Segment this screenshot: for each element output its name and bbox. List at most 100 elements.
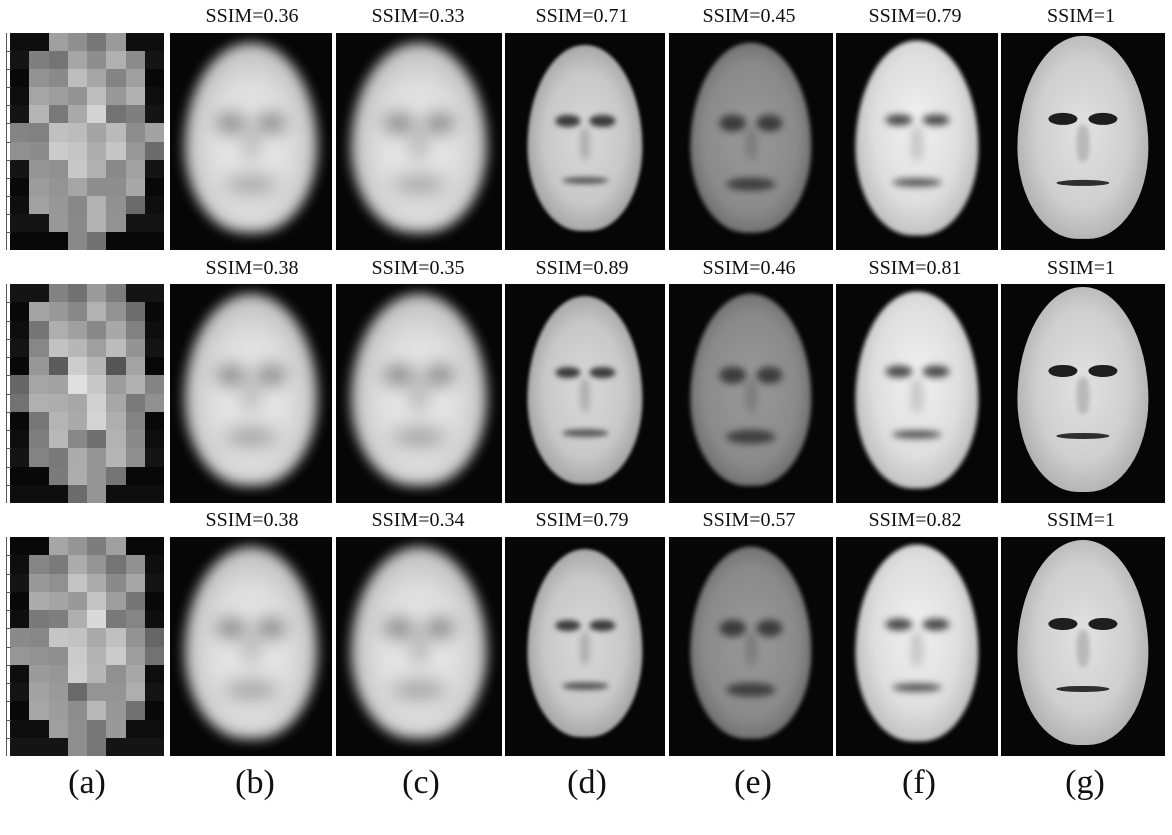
- pixel-cell: [67, 338, 87, 357]
- pixel-cell: [106, 213, 126, 232]
- pixel-cell: [106, 338, 126, 357]
- pixel-cell: [87, 213, 107, 232]
- axis-tick: [7, 430, 11, 431]
- pixel-cell: [106, 610, 126, 629]
- pixel-cell: [67, 123, 87, 142]
- pixel-cell: [125, 393, 145, 412]
- low-resolution-face-image: [10, 537, 164, 756]
- pixel-cell: [106, 430, 126, 449]
- axis-tick: [7, 467, 11, 468]
- pixel-cell: [87, 159, 107, 178]
- pixel-cell: [87, 393, 107, 412]
- axis-tick: [7, 123, 11, 124]
- pixel-cell: [48, 555, 68, 574]
- pixel-cell: [106, 141, 126, 160]
- image-axis: [6, 284, 13, 503]
- pixel-cell: [67, 159, 87, 178]
- column-label: (f): [902, 764, 936, 801]
- pixel-cell: [87, 141, 107, 160]
- axis-tick: [7, 321, 11, 322]
- axis-tick: [7, 357, 11, 358]
- pixel-cell: [87, 701, 107, 720]
- pixel-cell: [125, 719, 145, 738]
- pixel-cell: [10, 683, 30, 702]
- pixel-cell: [144, 411, 164, 430]
- pixel-cell: [10, 141, 30, 160]
- pixel-cell: [67, 195, 87, 214]
- axis-tick: [7, 574, 11, 575]
- pixel-cell: [144, 484, 164, 503]
- pixel-cell: [48, 320, 68, 339]
- pixel-cell: [10, 320, 30, 339]
- pixel-cell: [125, 284, 145, 303]
- axis-tick: [7, 51, 11, 52]
- reconstructed-face-image: [669, 33, 833, 250]
- pixel-cell: [106, 177, 126, 196]
- pixel-cell: [67, 683, 87, 702]
- pixel-cell: [48, 646, 68, 665]
- ssim-label: SSIM=0.82: [868, 509, 962, 531]
- pixel-cell: [48, 610, 68, 629]
- ssim-label: SSIM=1: [1047, 509, 1115, 531]
- pixel-cell: [67, 701, 87, 720]
- pixel-cell: [67, 737, 87, 756]
- pixel-cell: [125, 338, 145, 357]
- ssim-label: SSIM=1: [1047, 257, 1115, 279]
- pixel-cell: [29, 701, 49, 720]
- pixel-cell: [10, 159, 30, 178]
- pixel-cell: [67, 393, 87, 412]
- pixel-cell: [144, 338, 164, 357]
- pixel-cell: [67, 466, 87, 485]
- pixel-cell: [125, 466, 145, 485]
- pixel-cell: [87, 177, 107, 196]
- pixel-cell: [125, 537, 145, 556]
- pixel-cell: [106, 105, 126, 124]
- ssim-label: SSIM=0.36: [205, 5, 299, 27]
- pixel-cell: [144, 430, 164, 449]
- pixel-cell: [125, 610, 145, 629]
- pixel-cell: [106, 737, 126, 756]
- pixel-cell: [87, 105, 107, 124]
- pixel-cell: [106, 683, 126, 702]
- axis-tick: [7, 610, 11, 611]
- pixel-cell: [67, 33, 87, 52]
- pixel-cell: [144, 195, 164, 214]
- pixel-cell: [48, 177, 68, 196]
- pixel-cell: [106, 701, 126, 720]
- pixel-cell: [144, 375, 164, 394]
- pixel-cell: [10, 737, 30, 756]
- pixel-cell: [48, 719, 68, 738]
- ssim-label: SSIM=0.79: [868, 5, 962, 27]
- column-label: (c): [402, 764, 440, 801]
- pixel-cell: [10, 646, 30, 665]
- pixel-cell: [144, 320, 164, 339]
- pixel-cell: [67, 302, 87, 321]
- pixel-cell: [106, 664, 126, 683]
- pixel-cell: [48, 302, 68, 321]
- pixel-cell: [29, 123, 49, 142]
- low-resolution-face-image: [10, 284, 164, 503]
- pixel-cell: [125, 213, 145, 232]
- pixel-cell: [125, 33, 145, 52]
- axis-tick: [7, 375, 11, 376]
- ssim-label: SSIM=0.57: [702, 509, 796, 531]
- pixel-cell: [48, 628, 68, 647]
- ssim-label: SSIM=0.38: [205, 509, 299, 531]
- pixel-cell: [29, 484, 49, 503]
- pixel-cell: [48, 123, 68, 142]
- pixel-cell: [10, 357, 30, 376]
- pixel-cell: [48, 338, 68, 357]
- pixel-cell: [67, 284, 87, 303]
- pixel-cell: [125, 195, 145, 214]
- pixel-cell: [10, 195, 30, 214]
- reconstructed-face-image: [836, 537, 998, 756]
- pixel-cell: [29, 430, 49, 449]
- pixel-cell: [125, 701, 145, 720]
- pixel-cell: [144, 466, 164, 485]
- pixel-cell: [144, 177, 164, 196]
- pixel-cell: [10, 610, 30, 629]
- pixel-cell: [106, 628, 126, 647]
- reconstructed-face-image: [336, 537, 502, 756]
- pixel-cell: [144, 573, 164, 592]
- pixel-cell: [125, 320, 145, 339]
